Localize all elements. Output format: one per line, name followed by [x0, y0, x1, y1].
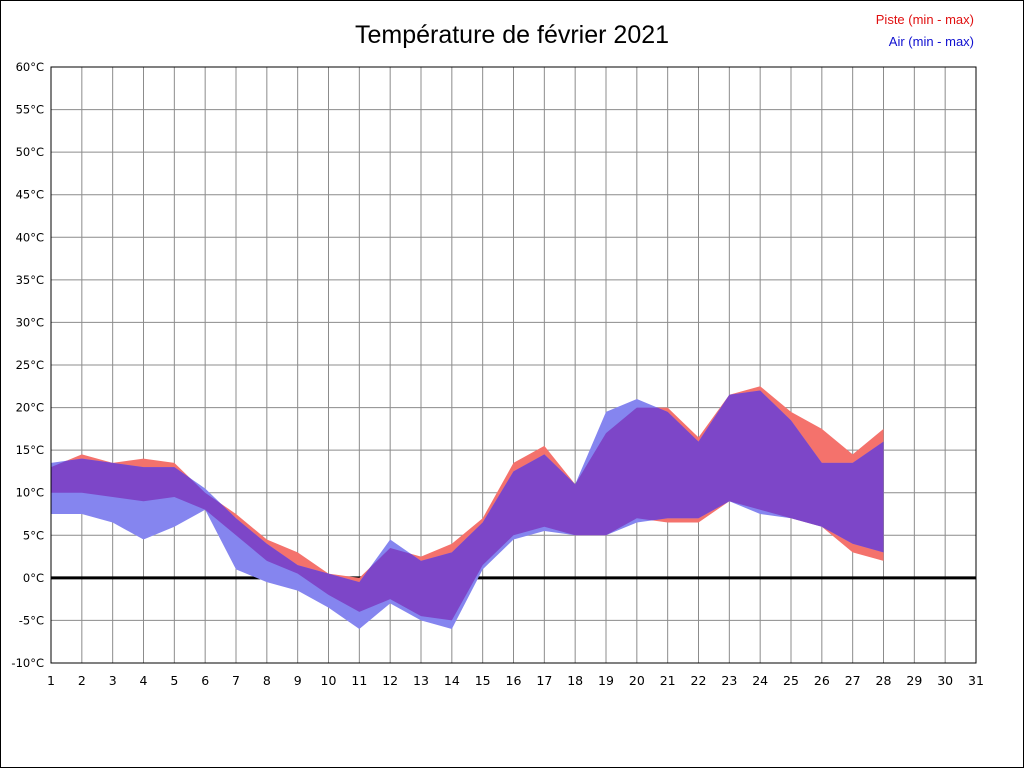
x-tick-label: 14 [444, 673, 460, 688]
y-tick-label: 15°C [16, 443, 44, 457]
x-tick-label: 7 [232, 673, 240, 688]
x-tick-label: 6 [201, 673, 209, 688]
y-tick-label: 0°C [23, 571, 44, 585]
x-tick-label: 12 [382, 673, 398, 688]
y-tick-label: 60°C [16, 60, 44, 74]
x-tick-label: 26 [814, 673, 830, 688]
x-tick-label: 10 [321, 673, 337, 688]
chart-legend: Piste (min - max) Air (min - max) [876, 9, 974, 53]
x-tick-label: 22 [691, 673, 707, 688]
x-tick-label: 11 [351, 673, 367, 688]
y-tick-label: 25°C [16, 358, 44, 372]
x-tick-label: 16 [506, 673, 522, 688]
legend-air-label: Air (min - max) [888, 34, 974, 50]
x-tick-label: 31 [968, 673, 984, 688]
y-tick-label: 45°C [16, 188, 44, 202]
x-tick-label: 18 [567, 673, 583, 688]
x-tick-label: 30 [937, 673, 953, 688]
x-tick-label: 20 [629, 673, 645, 688]
x-tick-label: 27 [845, 673, 861, 688]
y-tick-label: 20°C [16, 401, 44, 415]
plot-border [50, 66, 977, 664]
x-tick-label: 21 [660, 673, 676, 688]
x-tick-label: 9 [294, 673, 302, 688]
x-tick-label: 3 [109, 673, 117, 688]
x-tick-label: 8 [263, 673, 271, 688]
y-tick-label: 55°C [16, 103, 44, 117]
y-tick-label: 30°C [16, 315, 44, 329]
x-tick-label: 13 [413, 673, 429, 688]
legend-piste-label: Piste (min - max) [875, 12, 974, 27]
y-tick-label: 40°C [16, 230, 44, 244]
y-tick-label: 35°C [16, 273, 44, 287]
x-tick-label: 23 [721, 673, 737, 688]
x-tick-label: 1 [47, 673, 55, 688]
x-tick-label: 17 [536, 673, 552, 688]
x-tick-label: 2 [78, 673, 86, 688]
x-tick-label: 15 [475, 673, 491, 688]
chart-title: Température de février 2021 [354, 21, 670, 49]
x-tick-label: 28 [876, 673, 892, 688]
y-tick-label: 5°C [23, 528, 44, 542]
x-tick-label: 25 [783, 673, 799, 688]
x-tick-label: 19 [598, 673, 614, 688]
x-tick-label: 24 [752, 673, 768, 688]
x-tick-label: 5 [170, 673, 178, 688]
y-tick-label: -5°C [19, 613, 44, 627]
y-tick-label: 50°C [16, 145, 44, 159]
y-tick-label: 10°C [16, 486, 44, 500]
y-tick-label: -10°C [11, 656, 44, 670]
x-tick-label: 4 [140, 673, 148, 688]
x-tick-label: 29 [906, 673, 922, 688]
